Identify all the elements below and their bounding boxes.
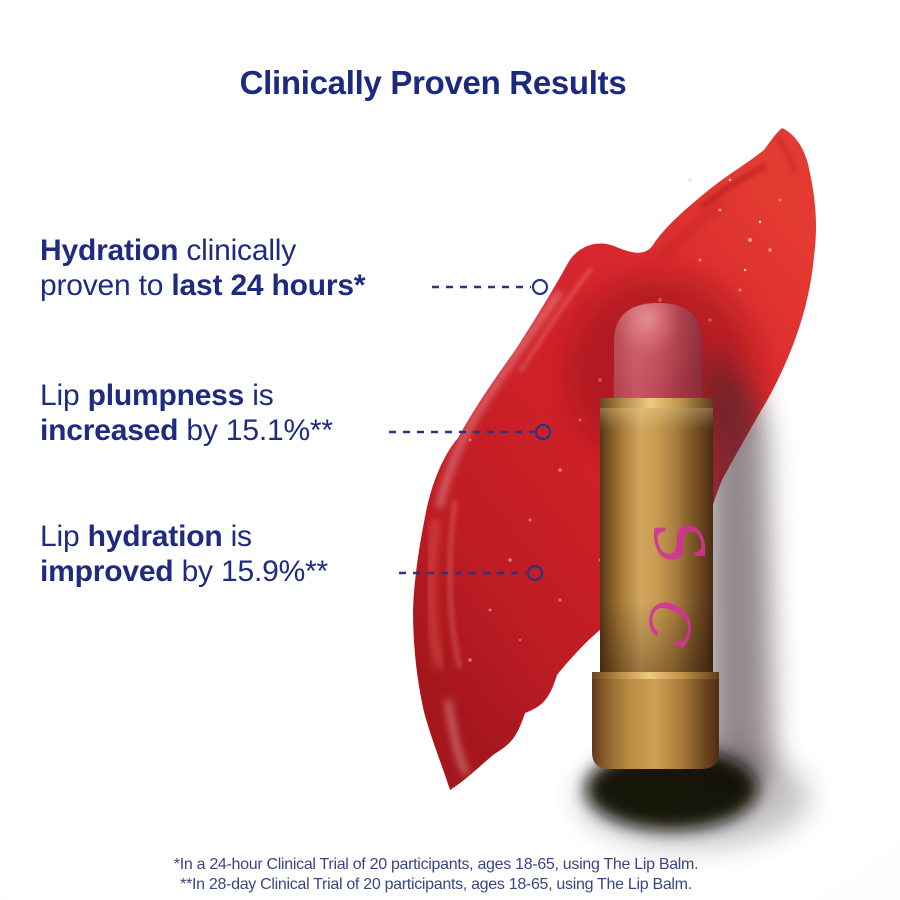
footnote-28-day-trial: **In 28-day Clinical Trial of 20 partici… xyxy=(180,875,692,893)
smear-streak-3 xyxy=(445,699,469,776)
callout-lines xyxy=(389,278,552,582)
callout-dot-3 xyxy=(526,564,544,582)
claim-line: Lip plumpness is xyxy=(40,379,274,412)
smear-streak-2 xyxy=(447,499,463,669)
callout-dot-2 xyxy=(534,423,552,441)
tube-base xyxy=(592,679,719,769)
tube-side-shadow xyxy=(705,350,774,792)
smear-highlight-inner xyxy=(518,267,594,373)
claim-hydration-improvement: Lip hydration is improved by 15.9%** xyxy=(40,519,480,589)
smear-crease-3 xyxy=(774,135,797,176)
footnotes: *In a 24-hour Clinical Trial of 20 parti… xyxy=(0,855,872,894)
callout-dot-1 xyxy=(531,278,549,296)
claim-line: Hydration clinically xyxy=(40,234,297,267)
lip-balm-product: S C xyxy=(592,303,719,769)
claim-plumpness-increase: Lip plumpness is increased by 15.1%** xyxy=(40,378,480,448)
smear-highlight-edge xyxy=(436,290,563,509)
smear-crease-1 xyxy=(700,164,767,209)
smear-streak-1 xyxy=(426,519,445,670)
tube-body-shading xyxy=(600,408,713,676)
bullet-sheen xyxy=(614,303,702,402)
smear-crease-2 xyxy=(660,201,726,259)
claim-line: proven to last 24 hours* xyxy=(40,269,366,302)
footnote-24-hour-trial: *In a 24-hour Clinical Trial of 20 parti… xyxy=(173,856,699,873)
claim-line: improved by 15.9%** xyxy=(40,555,329,588)
claim-hydration-24h: Hydration clinically proven to last 24 h… xyxy=(40,233,480,303)
claim-line: increased by 15.1%** xyxy=(40,414,333,447)
page-title: Clinically Proven Results xyxy=(239,64,627,101)
claim-line: Lip hydration is xyxy=(40,520,252,553)
tube-top-band xyxy=(600,398,713,410)
base-top-rim xyxy=(592,672,719,681)
